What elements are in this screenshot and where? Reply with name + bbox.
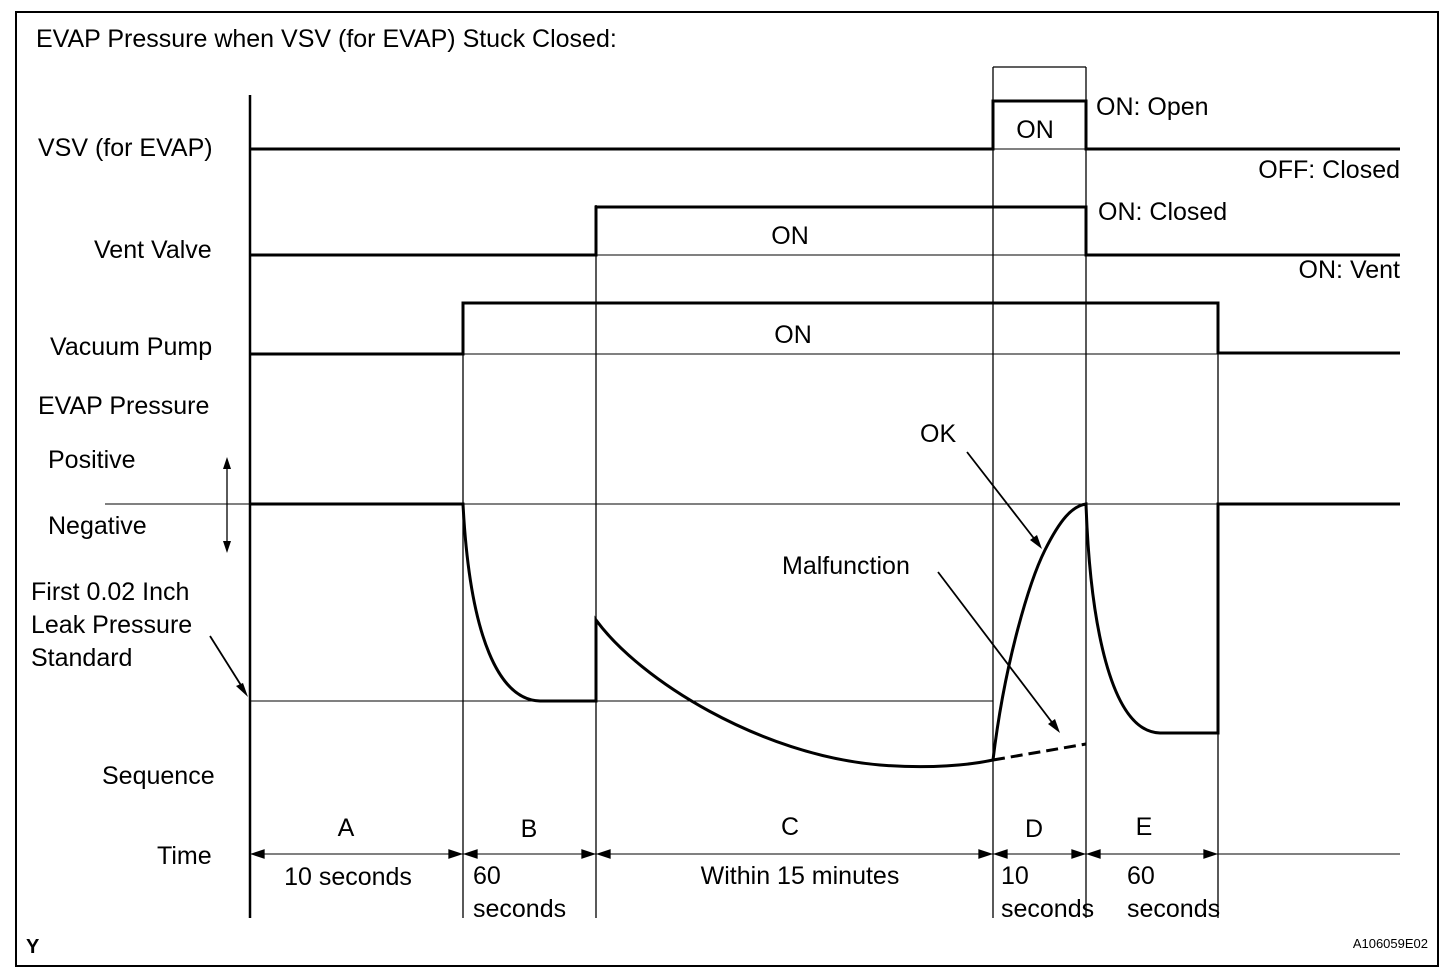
time-d-text-line2: seconds — [1001, 895, 1094, 923]
standard-label-line1: First 0.02 Inch — [31, 578, 189, 606]
sequence-a-label: A — [338, 814, 355, 842]
ok-pointer-arrow — [966, 451, 1042, 549]
time-b-text-line2: seconds — [473, 895, 566, 923]
evap-pressure-curve-malfunction — [992, 742, 1087, 762]
vent-valve-label: Vent Valve — [94, 236, 212, 264]
vsv-off-closed-text: OFF: Closed — [1258, 156, 1400, 184]
vacuum-pump-on-text: ON — [774, 321, 812, 349]
time-a-text: 10 seconds — [284, 863, 412, 891]
vsv-signal-line — [250, 99, 1400, 151]
vsv-label: VSV (for EVAP) — [38, 134, 213, 162]
vacuum-pump-label: Vacuum Pump — [50, 333, 212, 361]
evap-pressure-curve — [250, 502, 994, 769]
time-e-text-line1: 60 — [1127, 862, 1155, 890]
time-d-text-line1: 10 — [1001, 862, 1029, 890]
sequence-label: Sequence — [102, 762, 215, 790]
vacuum-pump-signal-line — [250, 301, 1400, 356]
figure-frame — [15, 11, 1439, 967]
vent-on-closed-text: ON: Closed — [1098, 198, 1227, 226]
malfunction-annotation-text: Malfunction — [782, 552, 910, 580]
negative-label: Negative — [48, 512, 147, 540]
evap-pressure-curve-ok — [991, 502, 1400, 761]
sequence-e-label: E — [1136, 813, 1153, 841]
diagram-title: EVAP Pressure when VSV (for EVAP) Stuck … — [36, 25, 617, 53]
standard-label-line2: Leak Pressure — [31, 611, 192, 639]
time-label: Time — [157, 842, 212, 870]
vsv-on-open-text: ON: Open — [1096, 93, 1209, 121]
standard-pointer-arrow — [209, 635, 248, 697]
figure-code: A106059E02 — [1353, 936, 1428, 951]
vent-valve-signal-line — [250, 205, 1400, 257]
interval-arrows — [249, 849, 1219, 859]
vent-valve-on-text: ON — [771, 222, 809, 250]
positive-negative-arrow — [223, 457, 231, 553]
evap-pressure-label: EVAP Pressure — [38, 392, 209, 420]
time-e-text-line2: seconds — [1127, 895, 1220, 923]
footer-left-mark: Y — [26, 936, 40, 958]
sequence-d-label: D — [1025, 815, 1043, 843]
time-c-text: Within 15 minutes — [701, 862, 900, 890]
ok-annotation-text: OK — [920, 420, 956, 448]
standard-label-line3: Standard — [31, 644, 132, 672]
vent-on-vent-text: ON: Vent — [1299, 256, 1400, 284]
sequence-c-label: C — [781, 813, 799, 841]
vsv-on-text: ON — [1016, 116, 1054, 144]
sequence-b-label: B — [521, 815, 538, 843]
time-b-text-line1: 60 — [473, 862, 501, 890]
positive-label: Positive — [48, 446, 136, 474]
malfunction-pointer-arrow — [937, 571, 1060, 733]
